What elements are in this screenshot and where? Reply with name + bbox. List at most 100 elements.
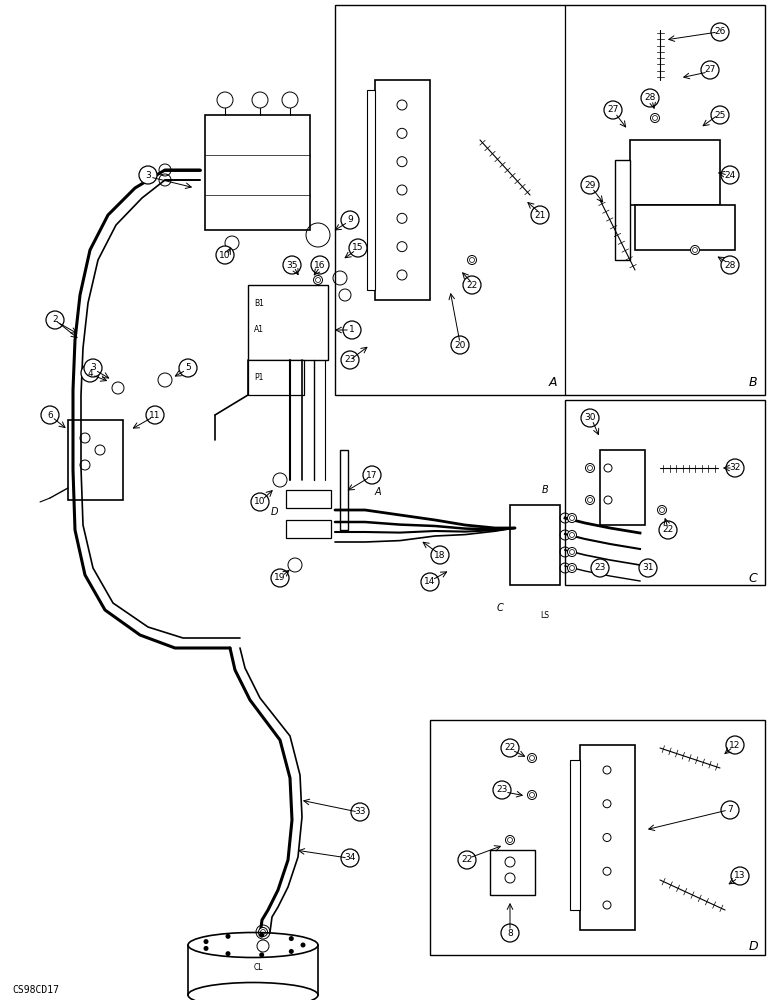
Circle shape bbox=[216, 246, 234, 264]
Circle shape bbox=[701, 61, 719, 79]
Circle shape bbox=[289, 936, 294, 941]
Circle shape bbox=[690, 245, 699, 254]
Text: 10: 10 bbox=[219, 250, 231, 259]
Text: 3: 3 bbox=[90, 363, 96, 372]
Circle shape bbox=[343, 321, 361, 339]
Bar bbox=[580, 745, 635, 930]
Circle shape bbox=[225, 951, 231, 956]
Text: A: A bbox=[374, 487, 381, 497]
Circle shape bbox=[721, 256, 739, 274]
Text: 27: 27 bbox=[704, 66, 716, 75]
Text: B: B bbox=[749, 376, 757, 389]
Text: 2: 2 bbox=[52, 316, 58, 324]
Text: 31: 31 bbox=[642, 564, 654, 572]
Circle shape bbox=[581, 176, 599, 194]
Text: 30: 30 bbox=[584, 414, 596, 422]
Bar bbox=[68, 420, 123, 500]
Circle shape bbox=[711, 106, 729, 124]
Text: 8: 8 bbox=[507, 928, 513, 938]
Bar bbox=[615, 160, 630, 260]
Circle shape bbox=[721, 166, 739, 184]
Circle shape bbox=[139, 166, 157, 184]
Circle shape bbox=[567, 564, 577, 572]
Text: 4: 4 bbox=[87, 368, 93, 377]
Text: 13: 13 bbox=[734, 871, 746, 880]
Circle shape bbox=[531, 206, 549, 224]
Circle shape bbox=[506, 836, 514, 844]
Circle shape bbox=[46, 311, 64, 329]
Circle shape bbox=[527, 754, 537, 762]
Circle shape bbox=[259, 933, 264, 938]
Text: 28: 28 bbox=[724, 260, 736, 269]
Text: 23: 23 bbox=[594, 564, 606, 572]
Text: 34: 34 bbox=[344, 854, 356, 862]
Bar bbox=[375, 80, 430, 300]
Text: 17: 17 bbox=[366, 471, 378, 480]
Bar bbox=[340, 450, 348, 530]
Text: 12: 12 bbox=[730, 740, 740, 750]
Text: 22: 22 bbox=[504, 744, 516, 752]
Text: CL: CL bbox=[253, 964, 262, 972]
Circle shape bbox=[458, 851, 476, 869]
Circle shape bbox=[731, 867, 749, 885]
Circle shape bbox=[527, 790, 537, 800]
Circle shape bbox=[289, 949, 294, 954]
Circle shape bbox=[251, 493, 269, 511]
Circle shape bbox=[641, 89, 659, 107]
Circle shape bbox=[567, 548, 577, 556]
Bar bbox=[490, 850, 535, 895]
Text: 22: 22 bbox=[462, 856, 472, 864]
Text: 19: 19 bbox=[274, 574, 286, 582]
Text: 22: 22 bbox=[466, 280, 478, 290]
Circle shape bbox=[501, 924, 519, 942]
Text: P1: P1 bbox=[254, 373, 263, 382]
Circle shape bbox=[463, 276, 481, 294]
Circle shape bbox=[225, 934, 231, 939]
Circle shape bbox=[341, 211, 359, 229]
Circle shape bbox=[591, 559, 609, 577]
Circle shape bbox=[146, 406, 164, 424]
Text: 32: 32 bbox=[730, 464, 740, 473]
Text: 6: 6 bbox=[47, 410, 52, 420]
Circle shape bbox=[726, 736, 744, 754]
Text: 27: 27 bbox=[608, 105, 618, 114]
Circle shape bbox=[501, 739, 519, 757]
Text: 5: 5 bbox=[185, 363, 191, 372]
Text: 23: 23 bbox=[344, 356, 356, 364]
Circle shape bbox=[41, 406, 59, 424]
Circle shape bbox=[468, 255, 476, 264]
Text: 10: 10 bbox=[254, 497, 266, 506]
Circle shape bbox=[585, 495, 594, 504]
Circle shape bbox=[311, 256, 329, 274]
Bar bbox=[286, 490, 331, 508]
Text: 21: 21 bbox=[534, 211, 546, 220]
Circle shape bbox=[585, 464, 594, 473]
Text: 9: 9 bbox=[347, 216, 353, 225]
Circle shape bbox=[313, 275, 323, 284]
Circle shape bbox=[283, 256, 301, 274]
Text: B1: B1 bbox=[254, 298, 264, 308]
Circle shape bbox=[363, 466, 381, 484]
Circle shape bbox=[84, 359, 102, 377]
Circle shape bbox=[711, 23, 729, 41]
Circle shape bbox=[421, 573, 439, 591]
Bar bbox=[335, 5, 765, 395]
Bar bbox=[565, 400, 765, 585]
Circle shape bbox=[259, 952, 264, 957]
Text: 20: 20 bbox=[454, 340, 466, 350]
Text: 28: 28 bbox=[645, 94, 655, 103]
Bar bbox=[248, 360, 304, 395]
Text: 18: 18 bbox=[434, 550, 445, 560]
Bar bbox=[600, 450, 645, 525]
Text: 3: 3 bbox=[145, 170, 151, 180]
Bar bbox=[248, 285, 328, 360]
Bar bbox=[510, 505, 560, 585]
Circle shape bbox=[349, 239, 367, 257]
Bar bbox=[286, 520, 331, 538]
Circle shape bbox=[567, 514, 577, 522]
Text: 7: 7 bbox=[727, 806, 733, 814]
Text: 1: 1 bbox=[349, 326, 355, 334]
Text: A1: A1 bbox=[254, 326, 264, 334]
Circle shape bbox=[493, 781, 511, 799]
Circle shape bbox=[726, 459, 744, 477]
